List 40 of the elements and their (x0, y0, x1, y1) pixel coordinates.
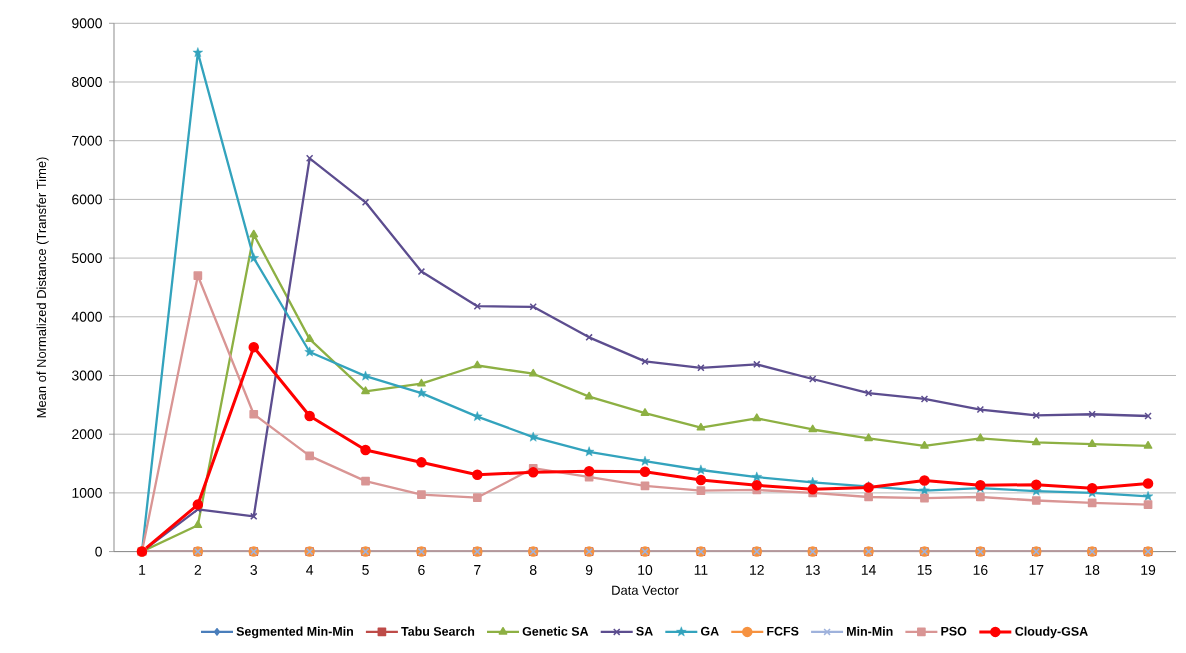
x-tick-label: 19 (1141, 565, 1156, 575)
y-tick-label: 7000 (72, 135, 102, 146)
y-tick-label: 2000 (72, 429, 102, 440)
legend-label: Genetic SA (522, 626, 589, 636)
y-axis-title: Mean of Normalized Distance (Transfer Time) (36, 157, 49, 418)
legend-label: Cloudy-GSA (1015, 626, 1088, 639)
x-axis-title: Data Vector (612, 585, 679, 595)
x-tick-label: 11 (694, 565, 708, 575)
x-tick-label: 8 (529, 565, 537, 575)
legend-label: SA (636, 626, 653, 636)
y-tick-label: 9000 (72, 18, 102, 29)
x-tick-label: 17 (1029, 565, 1044, 575)
y-tick-label: 8000 (72, 77, 102, 87)
legend-label: Tabu Search (401, 626, 475, 636)
legend-label: FCFS (767, 626, 799, 636)
x-tick-label: 6 (418, 565, 425, 575)
x-tick-label: 12 (750, 565, 764, 575)
x-tick-label: 1 (139, 565, 146, 575)
legend-label: Min-Min (847, 626, 893, 636)
x-tick-label: 18 (1085, 565, 1100, 575)
x-tick-label: 13 (805, 565, 820, 575)
x-tick-label: 16 (973, 565, 988, 575)
x-tick-label: 2 (194, 565, 202, 575)
legend-label: PSO (941, 626, 967, 636)
x-tick-label: 4 (306, 565, 314, 575)
legend-label: Segmented Min-Min (236, 626, 353, 639)
y-tick-label: 4000 (71, 311, 102, 322)
x-tick-label: 10 (638, 565, 653, 575)
x-tick-label: 15 (917, 565, 932, 575)
y-tick-label: 5000 (72, 253, 102, 264)
x-tick-label: 3 (250, 565, 258, 575)
x-tick-label: 14 (861, 565, 876, 575)
x-tick-label: 5 (362, 565, 369, 575)
y-tick-label: 0 (95, 546, 102, 557)
x-tick-label: 9 (585, 565, 593, 575)
x-tick-label: 7 (474, 565, 481, 575)
legend-label: GA (700, 626, 719, 636)
y-tick-label: 1000 (72, 487, 102, 498)
y-tick-label: 6000 (72, 194, 102, 205)
y-tick-label: 3000 (71, 370, 102, 381)
